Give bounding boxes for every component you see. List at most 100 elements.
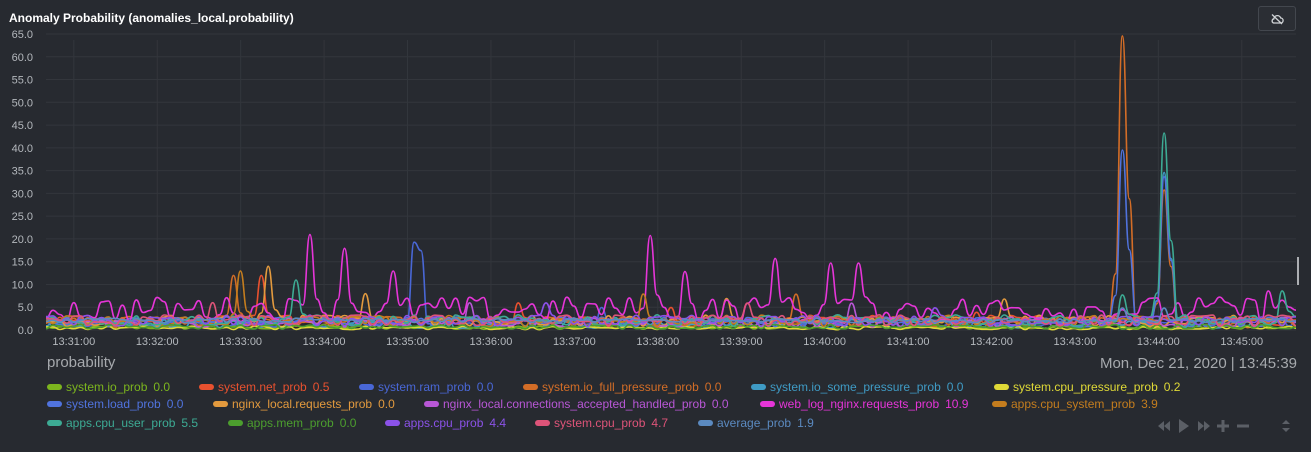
- x-tick-label: 13:45:00: [1220, 336, 1263, 348]
- x-tick-label: 13:37:00: [553, 336, 596, 348]
- legend-swatch: [385, 420, 400, 426]
- zoom-out-button[interactable]: [1235, 418, 1251, 434]
- legend-value: 0.5: [312, 380, 330, 394]
- zoom-out-icon: [1237, 424, 1249, 428]
- y-tick-label: 25.0: [12, 211, 33, 223]
- legend-item[interactable]: average_prob 1.9: [698, 416, 814, 430]
- legend-item[interactable]: apps.cpu_user_prob 5.5: [47, 416, 198, 430]
- x-tick-label: 13:32:00: [136, 336, 179, 348]
- legend-value: 5.5: [181, 416, 199, 430]
- x-tick-label: 13:43:00: [1054, 336, 1097, 348]
- y-tick-label: 5.0: [18, 302, 33, 314]
- play-icon: [1179, 419, 1189, 433]
- legend-label: system.ram_prob: [378, 380, 471, 394]
- legend-item[interactable]: system.cpu_prob 4.7: [535, 416, 668, 430]
- legend-value: 0.0: [946, 380, 964, 394]
- legend-item[interactable]: system.io_prob 0.0: [47, 380, 170, 394]
- legend-label: system.io_full_pressure_prob: [542, 380, 699, 394]
- legend-item[interactable]: nginx_local.connections_accepted_handled…: [424, 397, 729, 411]
- play-button[interactable]: [1176, 418, 1192, 434]
- legend-swatch: [760, 401, 775, 407]
- series-line-apps-cpu-user-prob: [45, 132, 1297, 327]
- legend-swatch: [213, 401, 228, 407]
- legend-swatch: [994, 384, 1009, 390]
- x-tick-label: 13:44:00: [1137, 336, 1180, 348]
- series-line-system-io-some-pressure-prob: [45, 171, 1297, 329]
- legend-item[interactable]: apps.cpu_system_prob 3.9: [992, 397, 1158, 411]
- legend-item[interactable]: system.cpu_pressure_prob 0.2: [994, 380, 1180, 394]
- legend-label: system.cpu_pressure_prob: [1013, 380, 1158, 394]
- legend-value: 0.0: [153, 380, 171, 394]
- x-tick-label: 13:36:00: [470, 336, 513, 348]
- chart-date: Mon, Dec 21, 2020: [1099, 355, 1227, 372]
- legend-label: system.load_prob: [66, 397, 161, 411]
- legend-item[interactable]: nginx_local.requests_prob 0.0: [213, 397, 395, 411]
- legend-value: 0.0: [704, 380, 722, 394]
- x-tick-label: 13:34:00: [303, 336, 346, 348]
- legend-item[interactable]: system.net_prob 0.5: [199, 380, 329, 394]
- series-line-apps-cpu-prob: [45, 302, 1297, 328]
- legend-swatch: [47, 384, 62, 390]
- zoom-in-button[interactable]: [1215, 418, 1231, 434]
- legend-label: nginx_local.connections_accepted_handled…: [443, 397, 706, 411]
- y-tick-label: 15.0: [12, 257, 33, 269]
- fast-forward-button[interactable]: [1196, 418, 1212, 434]
- y-tick-label: 50.0: [12, 97, 33, 109]
- resize-button[interactable]: [1278, 418, 1294, 434]
- legend-item[interactable]: system.io_full_pressure_prob 0.0: [523, 380, 721, 394]
- legend-item[interactable]: apps.mem_prob 0.0: [228, 416, 356, 430]
- chart-plot[interactable]: 0.0 5.0 10.0 15.0 20.0 25.0 30.0 35.0 40.0 45.0 50…: [0, 0, 1311, 352]
- y-tick-label: 60.0: [12, 52, 33, 64]
- rewind-button[interactable]: [1156, 418, 1172, 434]
- y-tick-label: 0.0: [18, 325, 33, 337]
- legend-swatch: [751, 384, 766, 390]
- legend-swatch: [424, 401, 439, 407]
- x-tick-label: 13:31:00: [52, 336, 95, 348]
- legend-label: apps.cpu_user_prob: [66, 416, 176, 430]
- legend-swatch: [199, 384, 214, 390]
- legend-swatch: [535, 420, 550, 426]
- legend-item[interactable]: system.ram_prob 0.0: [359, 380, 493, 394]
- legend-label: apps.mem_prob: [247, 416, 334, 430]
- legend-value: 0.2: [1163, 380, 1181, 394]
- legend-swatch: [228, 420, 243, 426]
- chart-units: probability: [47, 354, 116, 371]
- x-tick-label: 13:41:00: [887, 336, 930, 348]
- legend-swatch: [47, 401, 62, 407]
- legend-label: web_log_nginx.requests_prob: [779, 397, 940, 411]
- legend-label: system.io_some_pressure_prob: [770, 380, 941, 394]
- x-tick-label: 13:39:00: [720, 336, 763, 348]
- resize-icon: [1282, 420, 1290, 432]
- legend-value: 10.9: [945, 397, 969, 411]
- legend-value: 0.0: [476, 380, 494, 394]
- rewind-icon: [1158, 421, 1170, 431]
- y-tick-label: 65.0: [12, 29, 33, 41]
- x-tick-label: 13:35:00: [386, 336, 429, 348]
- legend-swatch: [523, 384, 538, 390]
- datetime-separator: |: [1230, 355, 1235, 372]
- series-line-web-log-nginx-requests-prob: [45, 233, 1297, 323]
- y-tick-label: 30.0: [12, 188, 33, 200]
- legend-value: 0.0: [711, 397, 729, 411]
- zoom-in-icon: [1217, 420, 1229, 432]
- legend-label: system.cpu_prob: [554, 416, 646, 430]
- toggle-button[interactable]: [1258, 6, 1296, 31]
- x-tick-label: 13:42:00: [970, 336, 1013, 348]
- legend-value: 0.0: [339, 416, 357, 430]
- legend-label: nginx_local.requests_prob: [232, 397, 373, 411]
- legend-value: 4.4: [489, 416, 507, 430]
- y-tick-label: 20.0: [12, 234, 33, 246]
- legend-swatch: [698, 420, 713, 426]
- legend-item[interactable]: system.load_prob 0.0: [47, 397, 183, 411]
- legend-value: 0.0: [166, 397, 184, 411]
- legend-item[interactable]: apps.cpu_prob 4.4: [385, 416, 506, 430]
- x-tick-label: 13:40:00: [803, 336, 846, 348]
- chart-time: 13:45:39: [1238, 355, 1297, 372]
- chart-title: Anomaly Probability (anomalies_local.pro…: [9, 11, 294, 25]
- legend-label: system.io_prob: [66, 380, 148, 394]
- legend-label: system.net_prob: [218, 380, 307, 394]
- legend-item[interactable]: web_log_nginx.requests_prob 10.9: [760, 397, 968, 411]
- legend-label: average_prob: [717, 416, 792, 430]
- legend-item[interactable]: system.io_some_pressure_prob 0.0: [751, 380, 963, 394]
- series-line-system-load-prob: [45, 149, 1297, 328]
